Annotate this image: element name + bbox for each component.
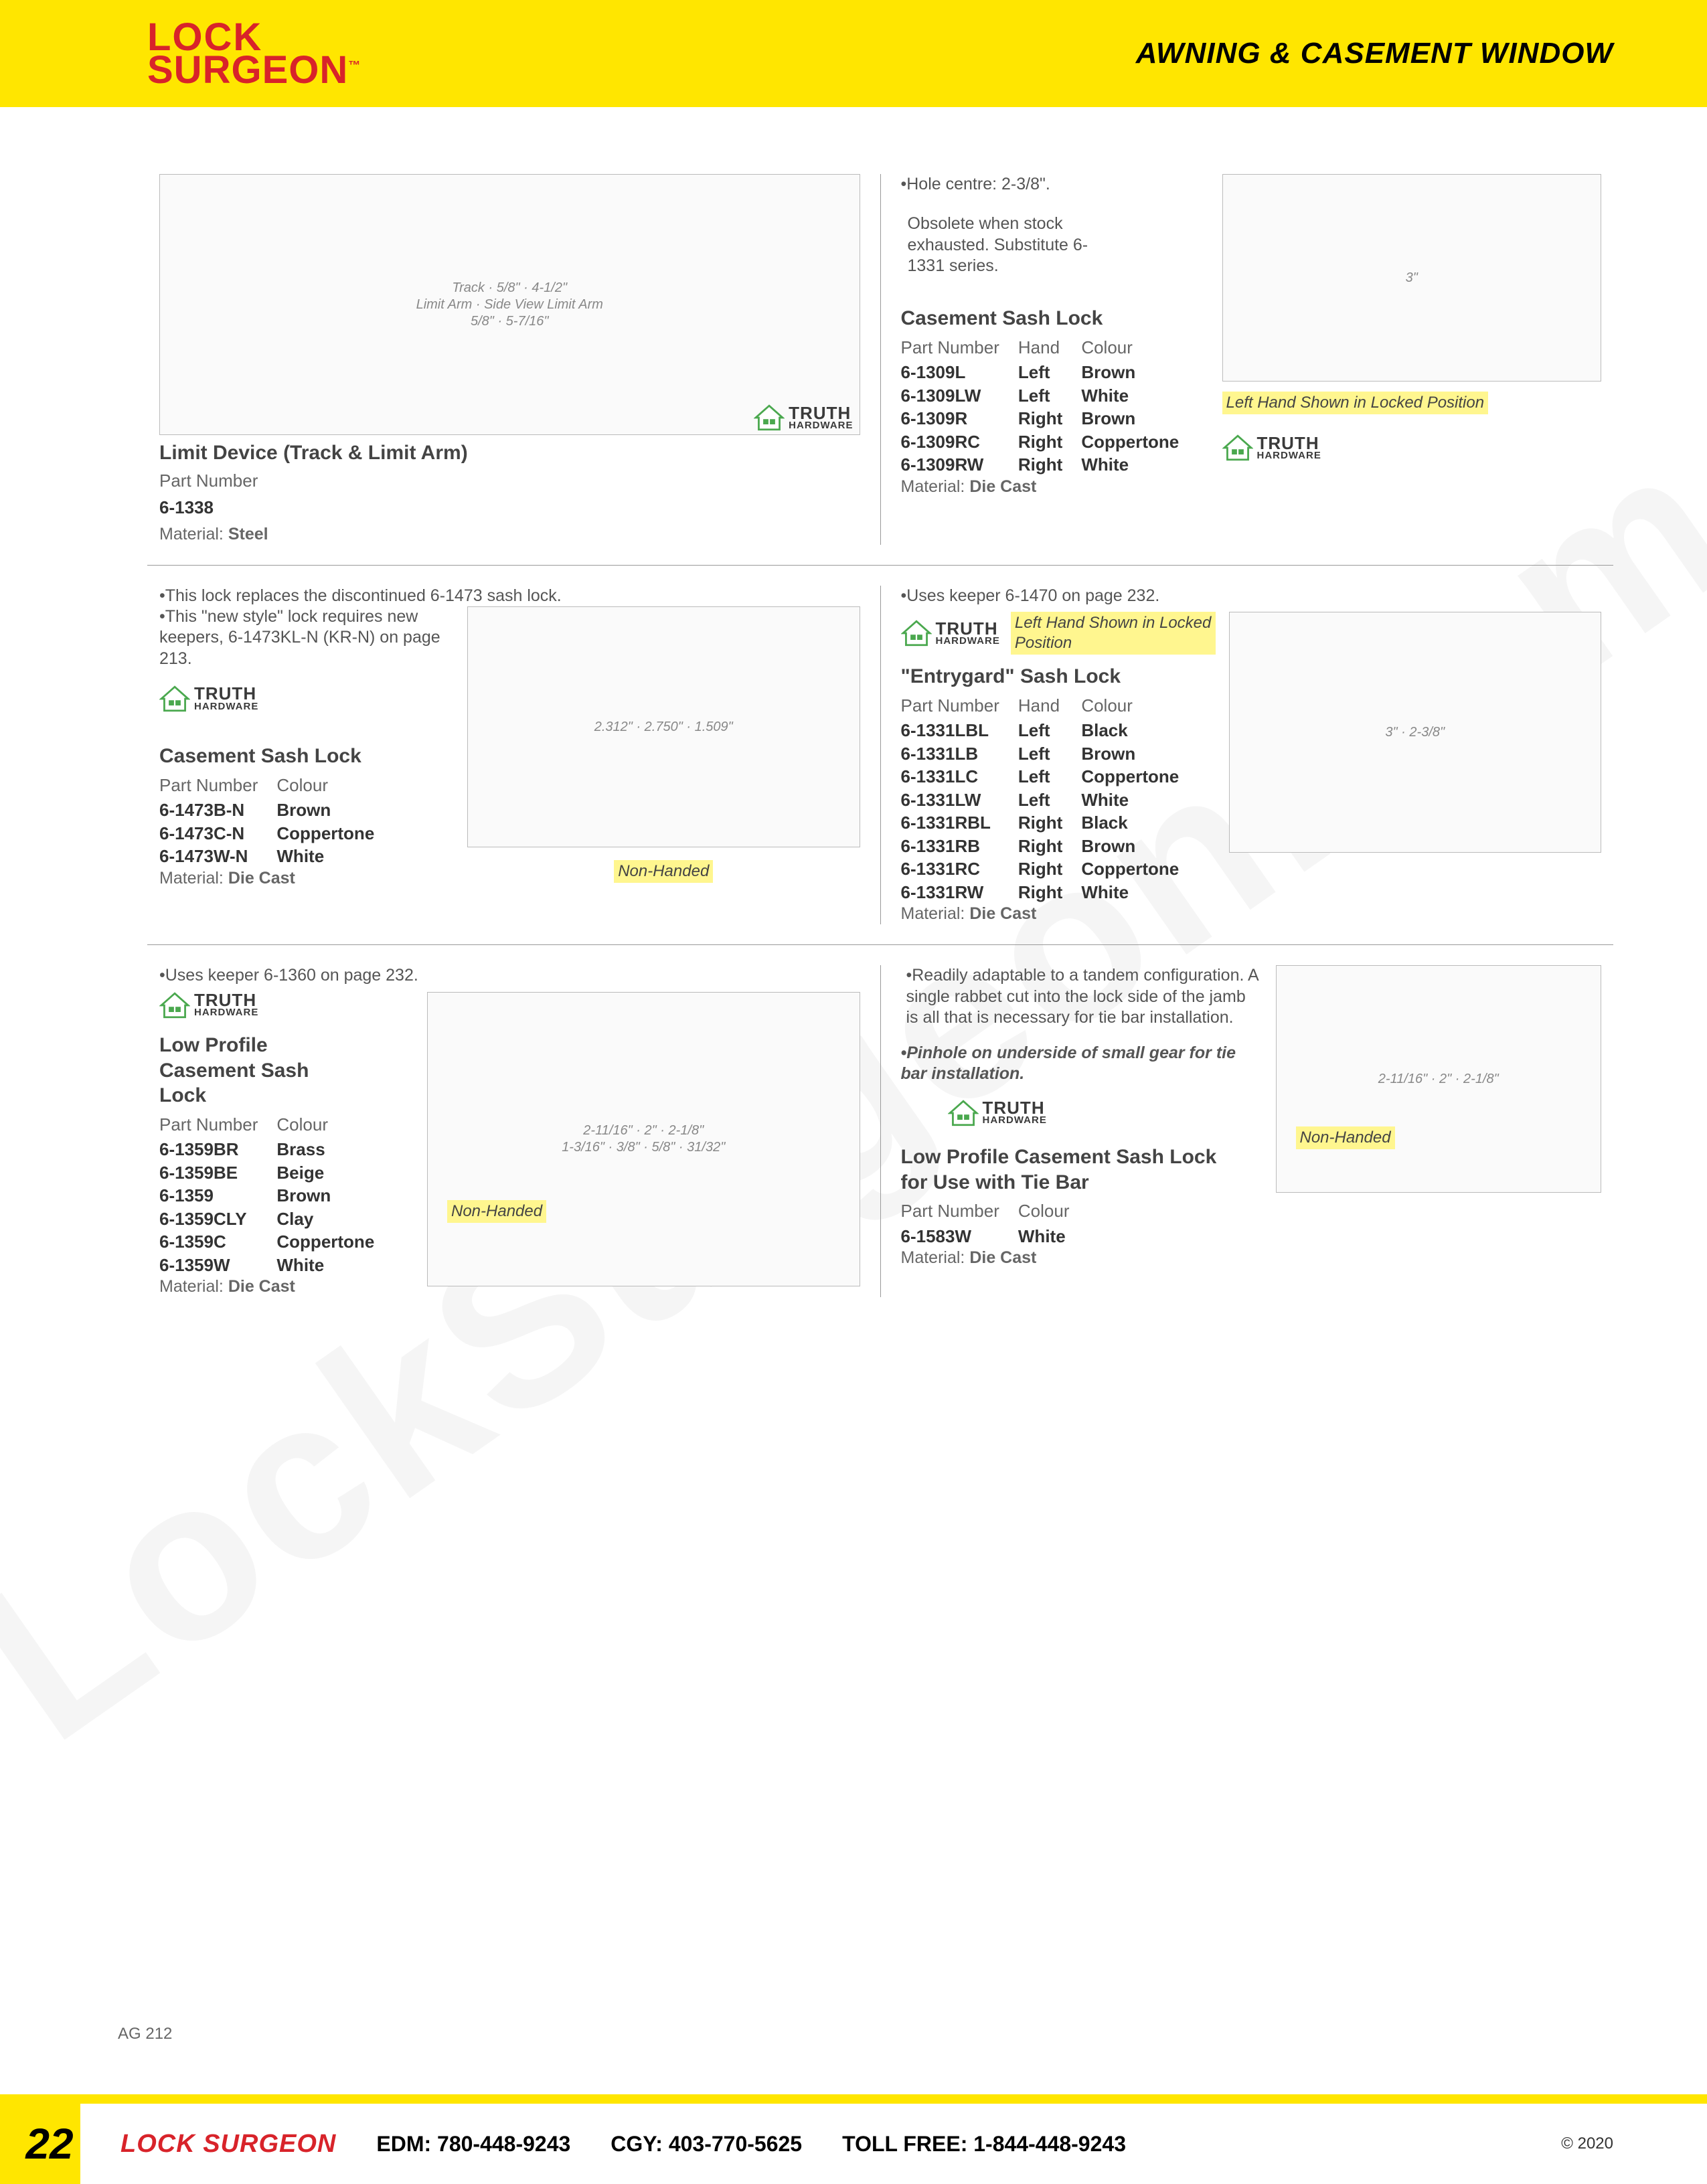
row2-right: •Uses keeper 6-1470 on page 232. TRUTHHA… bbox=[881, 586, 1614, 925]
truth-hardware-logo: TRUTHHARDWARE bbox=[1222, 434, 1321, 461]
footer-brand: LOCK SURGEON bbox=[120, 2130, 336, 2159]
truth-hardware-logo: TRUTHHARDWARE bbox=[159, 685, 258, 712]
truth-hardware-logo: TRUTHHARDWARE bbox=[754, 404, 853, 431]
house-icon bbox=[754, 404, 785, 431]
house-icon bbox=[159, 685, 190, 712]
parts-table: Part NumberHandColour 6-1309LLeftBrown 6… bbox=[901, 335, 1198, 477]
note: •This "new style" lock requires new keep… bbox=[159, 606, 454, 669]
entrygard-diagram: 3" · 2-3/8" bbox=[1229, 612, 1602, 853]
table-row: 6-1331RBRightBrown bbox=[901, 835, 1198, 858]
house-icon bbox=[159, 992, 190, 1019]
truth-hardware-logo: TRUTHHARDWARE bbox=[159, 992, 258, 1019]
section-title: Low Profile Casement Sash Lock for Use w… bbox=[901, 1145, 1222, 1195]
table-row: 6-1309RWRightWhite bbox=[901, 453, 1198, 477]
catalog-page: LockSurgeon.com LOCK SURGEON™ AWNING & C… bbox=[0, 0, 1707, 2184]
table-row: 6-1359CLYClay bbox=[159, 1207, 393, 1231]
callout-highlight: Left Hand Shown in Locked Position bbox=[1222, 392, 1489, 414]
note: •Readily adaptable to a tandem configura… bbox=[901, 965, 1263, 1028]
part-number: 6-1338 bbox=[159, 497, 860, 519]
note: •Uses keeper 6-1360 on page 232. bbox=[159, 965, 860, 986]
limit-device-diagram: Track · 5/8" · 4-1/2" Limit Arm · Side V… bbox=[159, 174, 860, 435]
house-icon bbox=[901, 620, 932, 647]
truth-hardware-logo: TRUTHHARDWARE bbox=[901, 620, 1000, 647]
note: Obsolete when stock exhausted. Substitut… bbox=[908, 214, 1122, 276]
table-row: 6-1309RCRightCoppertone bbox=[901, 430, 1198, 454]
copyright: © 2020 bbox=[1561, 2134, 1613, 2153]
note-emphasis: •Pinhole on underside of small gear for … bbox=[901, 1043, 1263, 1085]
section-title: Casement Sash Lock bbox=[159, 744, 454, 769]
note: •This lock replaces the discontinued 6-1… bbox=[159, 586, 860, 606]
sash-lock-diagram: 2.312" · 2.750" · 1.509" bbox=[467, 606, 860, 847]
table-row: 6-1331LWLeftWhite bbox=[901, 788, 1198, 812]
note: •Hole centre: 2-3/8". bbox=[901, 174, 1209, 195]
material: Material: Die Cast bbox=[159, 1276, 414, 1297]
table-row: 6-1331RCRightCoppertone bbox=[901, 857, 1198, 881]
table-row: 6-1473W-NWhite bbox=[159, 845, 393, 868]
table-row: 6-1309LWLeftWhite bbox=[901, 384, 1198, 408]
table-row: 6-1331LBLeftBrown bbox=[901, 742, 1198, 766]
row1-left: Track · 5/8" · 4-1/2" Limit Arm · Side V… bbox=[147, 174, 881, 545]
parts-table: Part NumberColour 6-1359BRBrass 6-1359BE… bbox=[159, 1112, 393, 1277]
callout-highlight: Left Hand Shown in Locked Position bbox=[1011, 612, 1216, 655]
row3-right: •Readily adaptable to a tandem configura… bbox=[881, 965, 1614, 1297]
table-row: 6-1473B-NBrown bbox=[159, 799, 393, 822]
house-icon bbox=[948, 1100, 979, 1126]
table-row: 6-1473C-NCoppertone bbox=[159, 822, 393, 845]
table-row: 6-1331RWRightWhite bbox=[901, 881, 1198, 904]
tie-bar-diagram: 2-11/16" · 2" · 2-1/8" bbox=[1276, 965, 1602, 1193]
parts-table: Part NumberColour 6-1583WWhite bbox=[901, 1199, 1088, 1248]
material: Material: Die Cast bbox=[901, 477, 1209, 497]
row1-right: •Hole centre: 2-3/8". Obsolete when stoc… bbox=[881, 174, 1614, 545]
table-row: 6-1309LLeftBrown bbox=[901, 361, 1198, 384]
row3-left: •Uses keeper 6-1360 on page 232. TRUTHHA… bbox=[147, 965, 881, 1297]
page-number: 22 bbox=[0, 2104, 80, 2184]
callout-highlight: Non-Handed bbox=[614, 860, 713, 883]
table-row: 6-1359WWhite bbox=[159, 1254, 393, 1277]
parts-table: Part NumberHandColour 6-1331LBLLeftBlack… bbox=[901, 693, 1198, 904]
footer-edm: EDM: 780-448-9243 bbox=[376, 2132, 570, 2157]
footer-cgy: CGY: 403-770-5625 bbox=[611, 2132, 802, 2157]
table-row: 6-1331LBLLeftBlack bbox=[901, 719, 1198, 742]
footer-tollfree: TOLL FREE: 1-844-448-9243 bbox=[842, 2132, 1126, 2157]
section-title: Limit Device (Track & Limit Arm) bbox=[159, 440, 860, 466]
callout-highlight: Non-Handed bbox=[447, 1200, 546, 1223]
table-row: 6-1583WWhite bbox=[901, 1225, 1088, 1248]
material: Material: Steel bbox=[159, 524, 860, 545]
header-bar: LOCK SURGEON™ AWNING & CASEMENT WINDOW bbox=[0, 0, 1707, 107]
parts-table: Part NumberColour 6-1473B-NBrown 6-1473C… bbox=[159, 773, 393, 868]
footer: 22 LOCK SURGEON EDM: 780-448-9243 CGY: 4… bbox=[0, 2104, 1707, 2184]
table-row: 6-1331LCLeftCoppertone bbox=[901, 765, 1198, 788]
section-title: Casement Sash Lock bbox=[901, 306, 1209, 331]
section-title: "Entrygard" Sash Lock bbox=[901, 664, 1216, 689]
callout-highlight: Non-Handed bbox=[1296, 1126, 1395, 1149]
row-1: Track · 5/8" · 4-1/2" Limit Arm · Side V… bbox=[147, 174, 1613, 566]
row-2: •This lock replaces the discontinued 6-1… bbox=[147, 586, 1613, 946]
footer-rule bbox=[0, 2094, 1707, 2104]
page-title: AWNING & CASEMENT WINDOW bbox=[1136, 37, 1613, 70]
material: Material: Die Cast bbox=[901, 904, 1216, 924]
row2-left: •This lock replaces the discontinued 6-1… bbox=[147, 586, 881, 925]
ag-code: AG 212 bbox=[118, 2025, 172, 2043]
section-title: Low Profile Casement Sash Lock bbox=[159, 1033, 347, 1108]
logo-line2: SURGEON™ bbox=[147, 54, 361, 86]
truth-hardware-logo: TRUTHHARDWARE bbox=[948, 1100, 1047, 1126]
table-row: 6-1331RBLRightBlack bbox=[901, 811, 1198, 835]
logo: LOCK SURGEON™ bbox=[147, 21, 361, 87]
table-row: 6-1309RRightBrown bbox=[901, 407, 1198, 430]
table-row: 6-1359CCoppertone bbox=[159, 1230, 393, 1254]
material: Material: Die Cast bbox=[901, 1248, 1263, 1268]
table-row: 6-1359BRBrass bbox=[159, 1138, 393, 1161]
content: Track · 5/8" · 4-1/2" Limit Arm · Side V… bbox=[0, 107, 1707, 1377]
sash-lock-diagram: 3" bbox=[1222, 174, 1602, 382]
pn-label: Part Number bbox=[159, 470, 860, 492]
note: •Uses keeper 6-1470 on page 232. bbox=[901, 586, 1602, 606]
low-profile-diagram: 2-11/16" · 2" · 2-1/8" 1-3/16" · 3/8" · … bbox=[427, 992, 860, 1286]
row-3: •Uses keeper 6-1360 on page 232. TRUTHHA… bbox=[147, 965, 1613, 1317]
table-row: 6-1359BEBeige bbox=[159, 1161, 393, 1185]
material: Material: Die Cast bbox=[159, 868, 454, 889]
table-row: 6-1359Brown bbox=[159, 1184, 393, 1207]
house-icon bbox=[1222, 434, 1253, 461]
